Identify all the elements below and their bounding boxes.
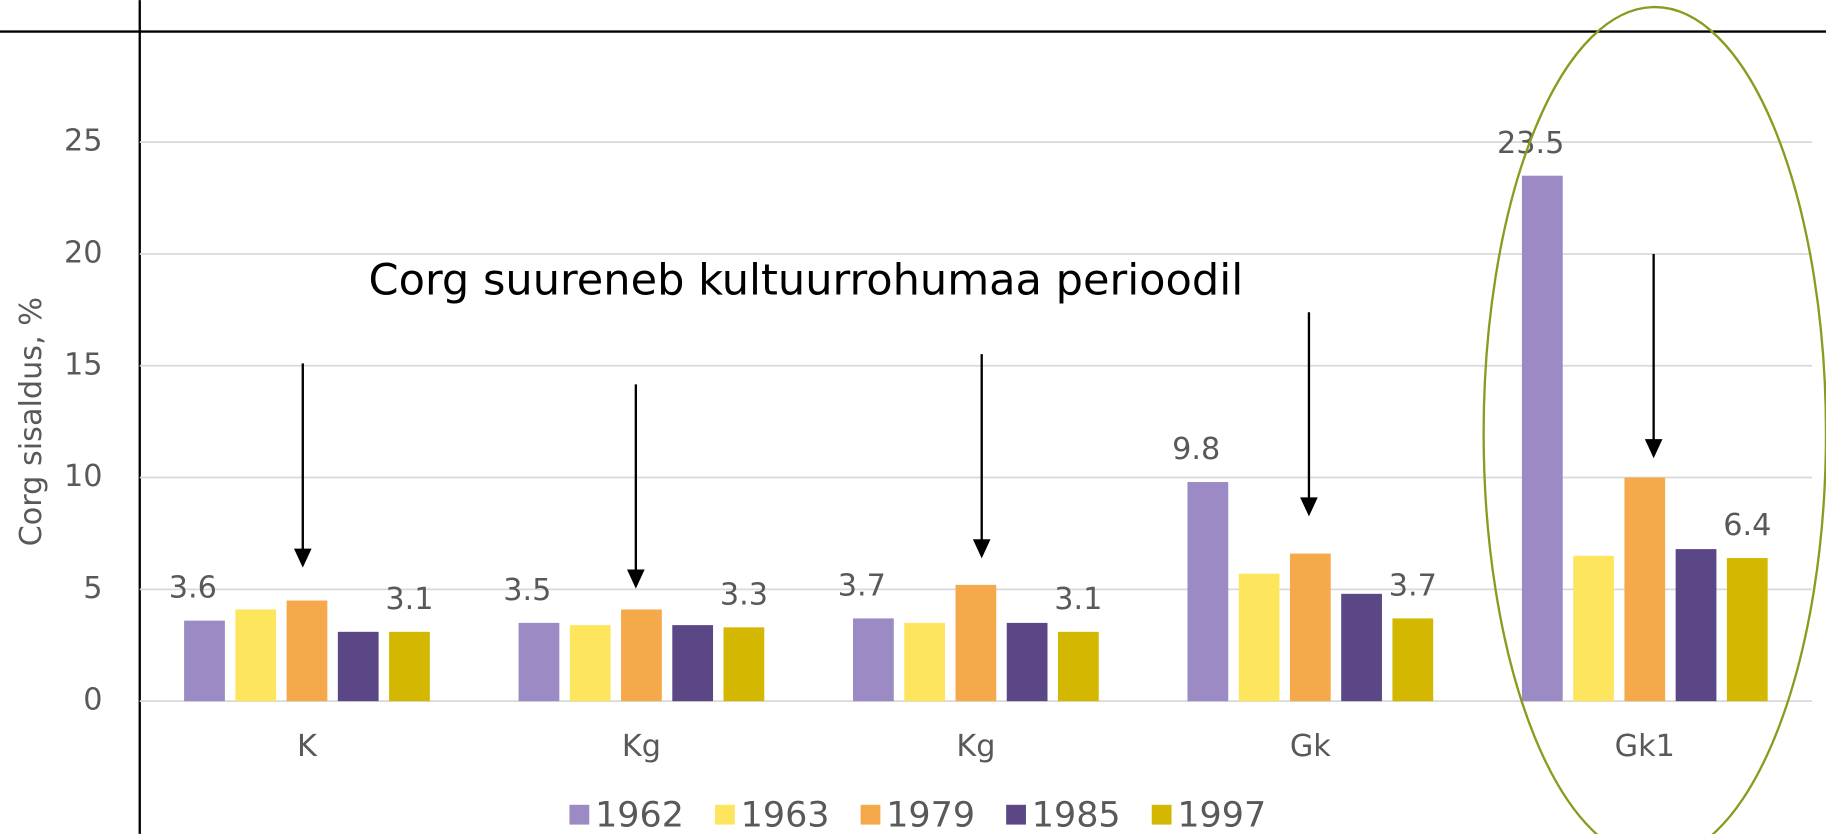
data-label: 3.5 (503, 573, 551, 608)
bar (1006, 622, 1048, 702)
legend-swatch (715, 804, 735, 825)
data-label: 3.7 (838, 568, 886, 603)
data-label: 9.8 (1172, 432, 1220, 467)
bar (672, 625, 714, 702)
bar (1238, 573, 1280, 702)
data-label: 6.4 (1723, 508, 1771, 543)
data-label: 3.7 (1389, 568, 1437, 603)
legend-swatch (1006, 804, 1026, 825)
bar (518, 622, 560, 702)
data-label: 3.1 (385, 582, 433, 617)
bar (1057, 631, 1099, 702)
x-tick-label: Kg (956, 729, 995, 764)
legend-label: 1963 (741, 795, 830, 834)
y-tick-label: 0 (83, 683, 102, 718)
bar (1726, 558, 1768, 702)
data-label: 3.6 (169, 571, 217, 606)
bar (1289, 553, 1331, 702)
x-tick-label: Gk (1290, 729, 1331, 764)
legend-swatch (569, 804, 590, 825)
bar (1392, 618, 1434, 702)
y-tick-label: 25 (64, 124, 103, 159)
data-label: 3.1 (1054, 582, 1102, 617)
bar (569, 625, 611, 702)
legend-label: 1985 (1032, 795, 1121, 834)
y-axis-label: Corg sisaldus, % (14, 297, 49, 546)
bar (1573, 555, 1614, 702)
bar (955, 584, 997, 702)
arrows (293, 253, 1663, 589)
y-tick-label: 20 (64, 235, 103, 270)
bar (286, 600, 328, 702)
x-tick-label: Kg (622, 729, 661, 764)
legend-label: 1962 (595, 795, 684, 834)
bar (1521, 175, 1563, 702)
y-tick-label: 5 (83, 571, 102, 606)
bar (621, 609, 662, 702)
bar (723, 627, 765, 702)
bar (1624, 477, 1666, 702)
legend-swatch (860, 804, 881, 825)
legend-swatch (1151, 804, 1172, 825)
y-tick-label: 10 (64, 459, 103, 494)
data-label: 3.3 (720, 577, 768, 612)
bar (235, 609, 277, 702)
bar (1675, 549, 1717, 702)
bar (853, 618, 894, 702)
legend-label: 1997 (1177, 795, 1266, 834)
plot: 0 5 10 15 20 25 K 3.6 3.1 Kg 3.5 3.3 Kg 3.7 3.1 Gk 9.8 3.… (64, 124, 1813, 834)
bar (1187, 482, 1229, 702)
bar (337, 631, 379, 702)
data-label: 23.5 (1497, 126, 1564, 161)
bar (389, 631, 430, 702)
x-tick-label: K (297, 729, 318, 764)
x-tick-label: Gk1 (1615, 729, 1675, 764)
bar (904, 622, 946, 702)
legend-label: 1979 (886, 795, 975, 834)
bar (1341, 593, 1382, 702)
y-tick-label: 15 (64, 347, 103, 382)
bar (184, 620, 225, 702)
annotation: Corg suureneb kultuurrohumaa perioodil (369, 256, 1244, 306)
